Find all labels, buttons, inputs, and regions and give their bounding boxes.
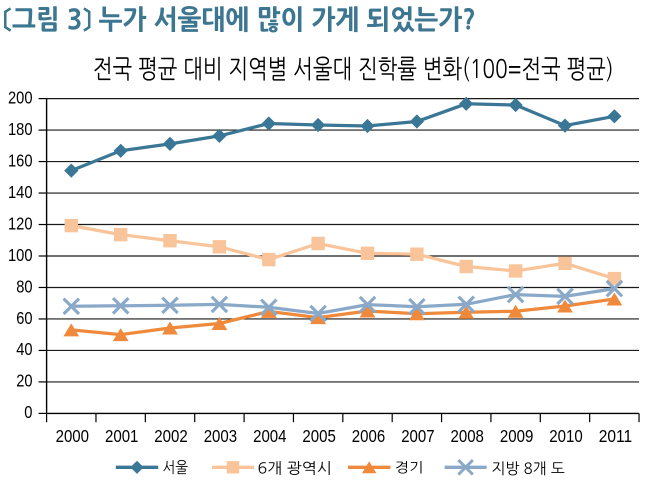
svg-text:2004: 2004	[253, 426, 287, 446]
svg-text:2003: 2003	[204, 426, 238, 446]
svg-text:80: 80	[16, 276, 32, 296]
svg-text:100: 100	[8, 245, 33, 265]
svg-text:60: 60	[16, 308, 32, 328]
svg-text:2002: 2002	[154, 426, 187, 446]
svg-text:20: 20	[16, 371, 32, 391]
svg-text:140: 140	[8, 182, 33, 202]
svg-text:120: 120	[8, 213, 33, 233]
svg-text:160: 160	[8, 150, 33, 170]
svg-text:2008: 2008	[451, 426, 485, 446]
svg-text:2009: 2009	[500, 426, 533, 446]
svg-text:2000: 2000	[56, 426, 90, 446]
svg-text:2011: 2011	[599, 426, 632, 446]
svg-text:40: 40	[16, 339, 32, 359]
svg-text:200: 200	[8, 87, 33, 107]
svg-text:2005: 2005	[302, 426, 336, 446]
svg-text:0: 0	[24, 402, 32, 422]
svg-text:2006: 2006	[352, 426, 386, 446]
svg-text:180: 180	[8, 119, 33, 139]
svg-text:2007: 2007	[401, 426, 434, 446]
svg-text:2010: 2010	[549, 426, 583, 446]
svg-text:2001: 2001	[105, 426, 138, 446]
